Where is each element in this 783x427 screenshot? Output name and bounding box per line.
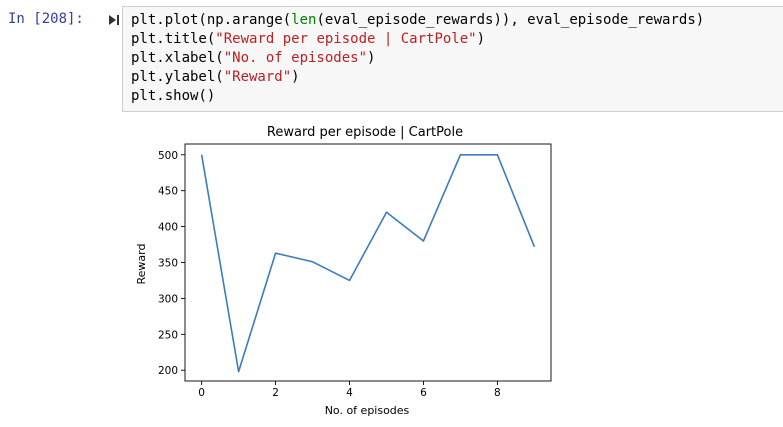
chart-title: Reward per episode | CartPole <box>267 125 463 140</box>
code-token: (eval_episode_rewards)), eval_episode_re… <box>316 12 704 28</box>
y-tick-label: 500 <box>158 150 178 162</box>
code-token: ) <box>291 69 299 85</box>
x-tick-label: 0 <box>198 387 205 399</box>
x-tick-label: 4 <box>346 387 353 399</box>
x-tick-label: 2 <box>272 387 279 399</box>
code-token: ) <box>367 50 375 66</box>
output-area: Reward per episode | CartPole 0 2 4 6 8 200 25… <box>128 118 568 423</box>
x-axis-label: No. of episodes <box>325 404 410 417</box>
y-axis-label: Reward <box>135 244 148 285</box>
code-string-token: "Reward per episode | CartPole" <box>215 31 476 47</box>
x-tick-label: 6 <box>420 387 427 399</box>
x-tick-label: 8 <box>494 387 501 399</box>
y-tick-label: 300 <box>158 293 178 305</box>
code-string-token: "No. of episodes" <box>224 50 367 66</box>
code-token: ) <box>477 31 485 47</box>
code-token: plt.xlabel( <box>131 50 224 66</box>
input-prompt: In [208]: <box>8 11 84 27</box>
line-chart: Reward per episode | CartPole 0 2 4 6 8 200 25… <box>128 118 568 423</box>
y-tick-label: 350 <box>158 258 178 270</box>
code-token: plt.ylabel( <box>131 69 224 85</box>
code-token: plt.title( <box>131 31 215 47</box>
code-text[interactable]: plt.plot(np.arange(len(eval_episode_rewa… <box>131 11 704 106</box>
code-token: plt.show() <box>131 88 215 104</box>
code-token: plt.plot(np.arange( <box>131 12 291 28</box>
step-run-icon[interactable] <box>108 14 120 26</box>
code-string-token: "Reward" <box>224 69 291 85</box>
chart-background <box>128 118 568 423</box>
y-tick-label: 450 <box>158 186 178 198</box>
code-cell-editor[interactable]: plt.plot(np.arange(len(eval_episode_rewa… <box>122 6 783 112</box>
code-builtin-token: len <box>291 12 316 28</box>
y-tick-label: 250 <box>158 329 178 341</box>
y-tick-label: 400 <box>158 222 178 234</box>
y-tick-label: 200 <box>158 365 178 377</box>
